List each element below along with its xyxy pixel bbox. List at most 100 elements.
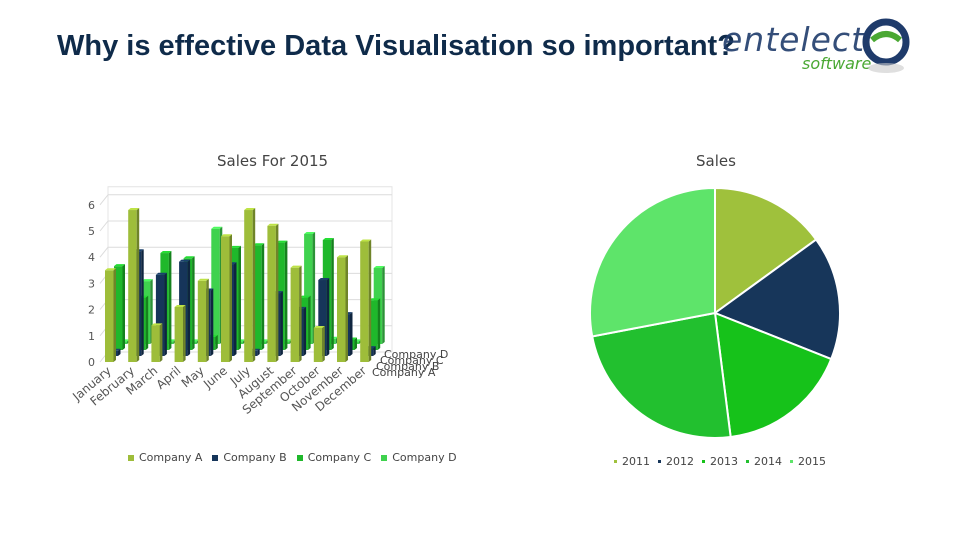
bar-front-face bbox=[271, 293, 281, 356]
y-tick-label: 0 bbox=[88, 356, 95, 369]
bar-top-face bbox=[197, 278, 209, 281]
bar-side-face bbox=[382, 266, 385, 344]
legend-item-2014: 2014 bbox=[746, 455, 782, 468]
x-tick-label: May bbox=[179, 364, 207, 391]
bar-company-b-april bbox=[179, 259, 191, 356]
bar-company-d-november bbox=[350, 339, 362, 344]
bar-company-c-march bbox=[160, 251, 172, 350]
bar-front-face bbox=[109, 350, 118, 356]
bar-top-face bbox=[206, 334, 218, 337]
bar-top-face bbox=[313, 325, 325, 328]
bar-front-face bbox=[318, 280, 327, 356]
y-tick-label: 5 bbox=[88, 225, 95, 238]
bar-company-c-january bbox=[114, 264, 125, 350]
bar-side-face bbox=[359, 339, 362, 344]
pie-chart-title: Sales bbox=[696, 152, 736, 170]
bar-top-face bbox=[244, 208, 256, 211]
legend-item-2015: 2015 bbox=[790, 455, 826, 468]
bar-top-face bbox=[179, 259, 191, 262]
bar-front-face bbox=[197, 280, 207, 362]
bar-front-face bbox=[327, 338, 336, 344]
bar-company-c-june bbox=[230, 245, 241, 350]
pie-slice-2012 bbox=[712, 238, 841, 361]
bar-front-face bbox=[137, 297, 146, 350]
legend-swatch-2013 bbox=[702, 460, 705, 463]
bar-front-face bbox=[114, 266, 123, 350]
bar-company-c-august bbox=[276, 240, 288, 350]
bar-company-a-september bbox=[290, 265, 302, 362]
bar-company-a-august bbox=[267, 223, 279, 362]
bar-side-face bbox=[345, 255, 348, 362]
pie-slice-2013 bbox=[713, 311, 833, 439]
bar-front-face bbox=[276, 242, 285, 350]
bar-company-a-december bbox=[360, 239, 372, 362]
x-tick-label: March bbox=[123, 364, 160, 398]
bar-top-face bbox=[267, 223, 279, 226]
y-tick-label: 3 bbox=[88, 277, 95, 290]
bar-top-face bbox=[183, 256, 195, 259]
bar-front-face bbox=[155, 274, 165, 356]
bar-top-face bbox=[299, 295, 311, 298]
bar-top-face bbox=[202, 288, 214, 291]
bar-front-face bbox=[290, 267, 300, 362]
bar-front-face bbox=[299, 297, 309, 350]
bar-company-c-december bbox=[369, 298, 381, 350]
bar-company-c-may bbox=[206, 334, 218, 350]
bar-side-face bbox=[252, 208, 256, 362]
legend-label-2014: 2014 bbox=[754, 455, 782, 468]
bar-side-face bbox=[289, 339, 292, 344]
bar-side-face bbox=[164, 272, 167, 356]
bar-side-face bbox=[234, 262, 237, 356]
bar-side-face bbox=[238, 245, 241, 350]
bar-front-face bbox=[360, 241, 369, 362]
bar-front-face bbox=[337, 257, 346, 362]
legend-item-2012: 2012 bbox=[658, 455, 694, 468]
bar-company-a-may bbox=[197, 278, 209, 362]
bar-company-c-october bbox=[322, 237, 334, 350]
bar-side-face bbox=[373, 346, 376, 356]
bar-side-face bbox=[196, 339, 200, 344]
bar-company-a-april bbox=[174, 304, 186, 362]
legend-swatch-company-a bbox=[128, 454, 134, 461]
bar-company-b-may bbox=[202, 288, 214, 356]
legend-swatch-company-d bbox=[381, 454, 388, 461]
bar-front-face bbox=[346, 339, 355, 350]
bar-top-face bbox=[221, 234, 232, 237]
bar-company-a-october bbox=[313, 325, 325, 362]
bar-chart-title: Sales For 2015 bbox=[217, 152, 329, 170]
bar-top-face bbox=[253, 243, 265, 246]
bar-top-face bbox=[304, 231, 316, 234]
bar-front-face bbox=[350, 341, 359, 344]
legend-item-company-b: Company B bbox=[212, 451, 287, 464]
bar-side-face bbox=[192, 256, 195, 350]
bar-side-face bbox=[187, 259, 191, 356]
bar-front-face bbox=[257, 341, 267, 344]
legend-swatch-2011 bbox=[614, 460, 617, 463]
bar-front-face bbox=[160, 253, 169, 350]
bar-front-face bbox=[188, 341, 197, 344]
bar-side-face bbox=[113, 268, 116, 362]
legend-label-company-b: Company B bbox=[223, 451, 287, 464]
logo-swirl-icon bbox=[862, 18, 910, 73]
legend-item-company-a: Company A bbox=[128, 451, 202, 464]
legend-label-2011: 2011 bbox=[622, 455, 650, 468]
legend-label-company-c: Company C bbox=[307, 451, 372, 464]
bar-front-face bbox=[248, 350, 258, 356]
bar-top-face bbox=[230, 245, 241, 248]
bar-top-face bbox=[188, 339, 200, 342]
bar-side-face bbox=[173, 339, 176, 344]
bar-side-face bbox=[257, 348, 260, 356]
bar-company-d-february bbox=[141, 279, 153, 344]
bar-side-face bbox=[326, 278, 330, 356]
bar-front-face bbox=[244, 210, 253, 362]
bar-top-face bbox=[360, 239, 372, 242]
y-tick-label: 2 bbox=[88, 304, 95, 317]
bar-top-face bbox=[295, 306, 307, 309]
bar-side-face bbox=[308, 295, 311, 350]
bar-side-face bbox=[354, 337, 357, 350]
bar-side-face bbox=[145, 295, 149, 350]
bar-side-face bbox=[206, 278, 209, 362]
bar-top-face bbox=[369, 298, 381, 301]
depth-axis-label: Company A bbox=[372, 366, 436, 379]
bar-side-face bbox=[377, 298, 381, 350]
